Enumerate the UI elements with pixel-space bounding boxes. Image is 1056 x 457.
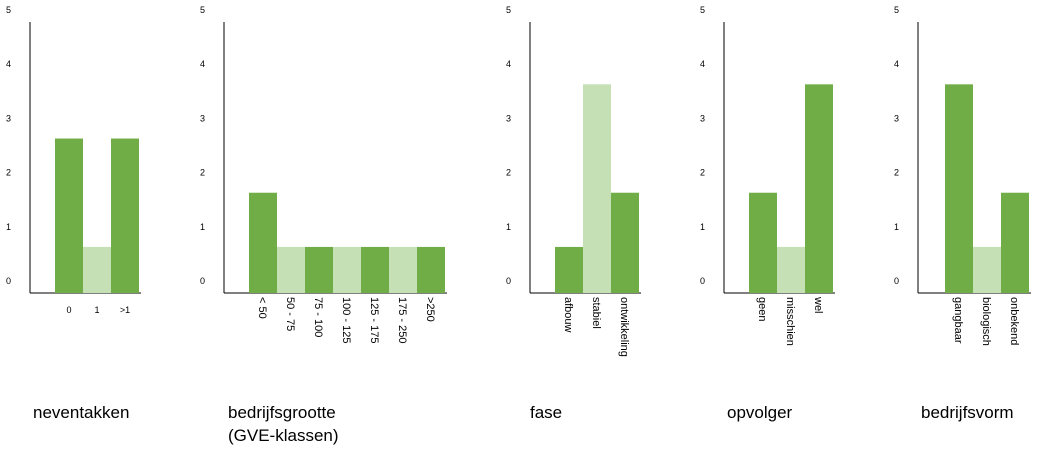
bar xyxy=(583,84,611,293)
bar xyxy=(305,246,333,293)
x-category-label: >1 xyxy=(120,305,130,315)
y-tick-label: 2 xyxy=(506,168,511,178)
bar xyxy=(389,246,417,293)
x-category-label: gangbaar xyxy=(952,297,964,344)
y-tick-label: 4 xyxy=(894,59,899,69)
bar xyxy=(973,246,1001,293)
bar xyxy=(361,246,389,293)
y-tick-label: 5 xyxy=(894,5,899,15)
y-tick-label: 5 xyxy=(200,5,205,15)
y-tick-label: 4 xyxy=(6,59,11,69)
bar xyxy=(805,84,833,293)
bar xyxy=(249,192,277,293)
y-tick-label: 3 xyxy=(6,113,11,123)
x-category-label: < 50 xyxy=(256,297,268,319)
x-category-label: stabiel xyxy=(590,297,602,329)
y-tick-label: 0 xyxy=(506,276,511,286)
chart-title: fase xyxy=(530,403,562,422)
x-category-label: biologisch xyxy=(980,297,992,346)
x-category-label: >250 xyxy=(424,297,436,322)
y-tick-label: 1 xyxy=(200,222,205,232)
bar xyxy=(749,192,777,293)
y-tick-label: 0 xyxy=(894,276,899,286)
y-tick-label: 1 xyxy=(506,222,511,232)
y-tick-label: 3 xyxy=(700,113,705,123)
x-category-label: 175 - 250 xyxy=(396,297,408,343)
y-tick-label: 5 xyxy=(700,5,705,15)
x-category-label: 100 - 125 xyxy=(340,297,352,343)
chart-4: 0 1 2 3 4 5 gangbaar biologisch onbekend bedrijfs… xyxy=(894,5,1031,422)
y-tick-label: 3 xyxy=(894,113,899,123)
y-tick-label: 0 xyxy=(200,276,205,286)
y-tick-label: 0 xyxy=(6,276,11,286)
y-tick-label: 1 xyxy=(6,222,11,232)
y-tick-label: 2 xyxy=(200,168,205,178)
x-category-label: onbekend xyxy=(1008,297,1020,345)
chart-3: 0 1 2 3 4 5 geen misschien wel opvolger xyxy=(700,5,835,422)
x-category-label: 75 - 100 xyxy=(312,297,324,337)
x-category-label: misschien xyxy=(784,297,796,346)
x-category-label: 1 xyxy=(94,305,99,315)
bar xyxy=(1001,192,1029,293)
x-category-label: 50 - 75 xyxy=(284,297,296,331)
chart-2: 0 1 2 3 4 5 afbouw stabiel ontwikkeling fase xyxy=(506,5,641,422)
chart-title: opvolger xyxy=(727,403,793,422)
x-category-label: 125 - 175 xyxy=(368,297,380,343)
chart-title: (GVE-klassen) xyxy=(228,426,339,445)
y-tick-label: 4 xyxy=(200,59,205,69)
y-tick-label: 4 xyxy=(700,59,705,69)
y-tick-label: 2 xyxy=(6,168,11,178)
x-category-label: wel xyxy=(812,296,824,314)
y-tick-label: 5 xyxy=(506,5,511,15)
chart-title: bedrijfsvorm xyxy=(921,403,1014,422)
x-category-label: ontwikkeling xyxy=(618,297,630,357)
bar xyxy=(417,246,445,293)
bar xyxy=(55,138,83,293)
x-category-label: 0 xyxy=(66,305,71,315)
bar xyxy=(333,246,361,293)
chart-1: 0 1 2 3 4 5 < 50 50 - 75 75 - 100 100 - 125 125 - … xyxy=(200,5,447,445)
y-tick-label: 0 xyxy=(700,276,705,286)
bar xyxy=(777,246,805,293)
bar xyxy=(611,192,639,293)
x-category-label: geen xyxy=(756,297,768,321)
y-tick-label: 3 xyxy=(200,113,205,123)
y-tick-label: 1 xyxy=(700,222,705,232)
chart-0: 0 1 2 3 4 5 0 1 >1 neventakken xyxy=(6,5,141,422)
y-tick-label: 2 xyxy=(894,168,899,178)
y-tick-label: 1 xyxy=(894,222,899,232)
x-category-label: afbouw xyxy=(562,297,574,333)
bar xyxy=(83,246,111,293)
y-tick-label: 2 xyxy=(700,168,705,178)
chart-title: neventakken xyxy=(33,403,129,422)
chart-title: bedrijfsgrootte xyxy=(228,403,336,422)
y-tick-label: 4 xyxy=(506,59,511,69)
y-tick-label: 3 xyxy=(506,113,511,123)
bar xyxy=(555,246,583,293)
bar xyxy=(111,138,139,293)
y-tick-label: 5 xyxy=(6,5,11,15)
bar xyxy=(277,246,305,293)
bar xyxy=(945,84,973,293)
